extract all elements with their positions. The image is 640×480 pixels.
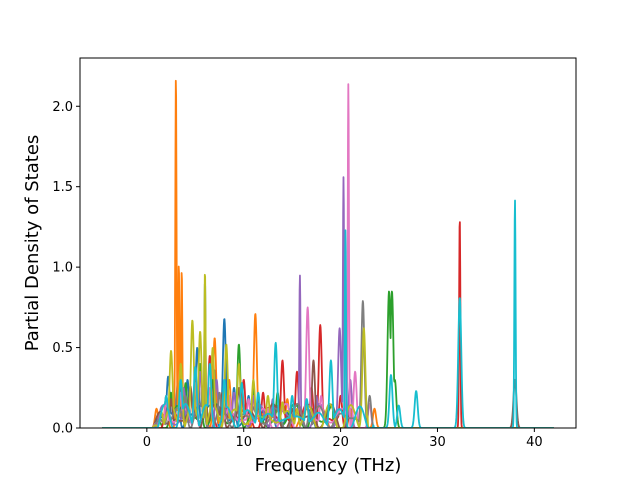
y-tick-label: 1.5 bbox=[52, 180, 73, 195]
x-axis-label: Frequency (THz) bbox=[255, 455, 402, 476]
plot-frame bbox=[79, 57, 577, 429]
series-layer bbox=[101, 79, 555, 428]
series-line-8 bbox=[101, 300, 555, 428]
y-axis: 0.0 0.5 1.0 1.5 2.0 bbox=[52, 100, 80, 437]
y-tick-label: 0.0 bbox=[52, 422, 73, 437]
plot-area bbox=[80, 58, 576, 428]
y-tick-label: 1.0 bbox=[52, 261, 73, 276]
x-tick-label: 30 bbox=[429, 435, 446, 450]
y-axis-label: Partial Density of States bbox=[22, 135, 43, 352]
series-line-10 bbox=[101, 199, 555, 428]
x-tick-label: 10 bbox=[235, 435, 252, 450]
x-tick-label: 0 bbox=[143, 435, 151, 450]
x-tick-label: 20 bbox=[332, 435, 349, 450]
x-axis: 0 10 20 30 40 bbox=[143, 428, 543, 450]
y-tick-label: 2.0 bbox=[52, 100, 73, 115]
y-tick-label: 0.5 bbox=[52, 341, 73, 356]
x-tick-label: 40 bbox=[526, 435, 543, 450]
